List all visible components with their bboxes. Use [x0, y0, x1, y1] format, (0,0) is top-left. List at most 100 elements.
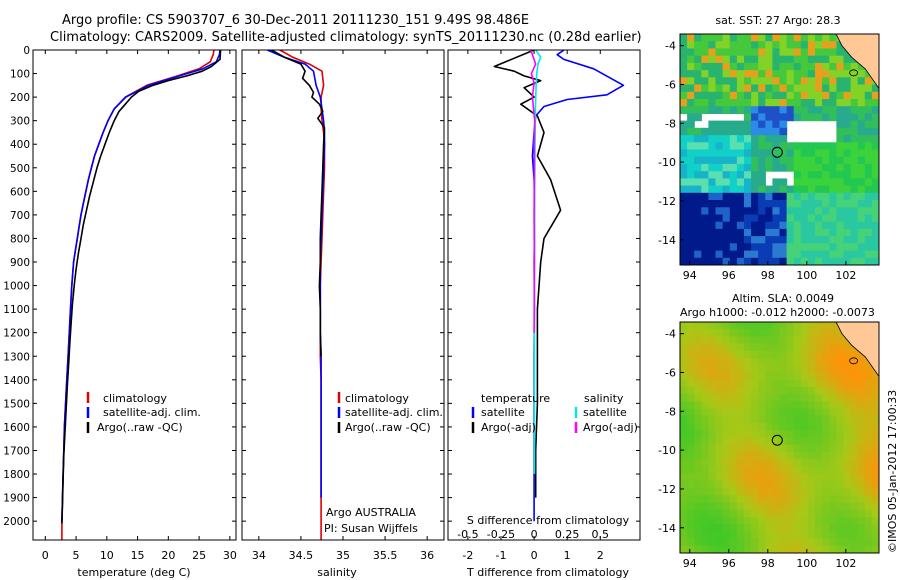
lat-tick-label: -4 [665, 328, 676, 341]
lon-tick-label: 96 [722, 269, 736, 282]
lon-tick-label: 98 [761, 557, 775, 570]
s-tick-label: -0.25 [487, 528, 515, 541]
depth-tick-label: 200 [10, 92, 30, 104]
lon-tick-label: 102 [835, 557, 856, 570]
s-tick-label: 0 [531, 528, 538, 541]
figure-title-line2: Climatology: CARS2009. Satellite-adjuste… [50, 30, 642, 45]
depth-tick-label: 300 [10, 116, 30, 128]
depth-tick-label: 1600 [3, 422, 30, 434]
lat-tick-label: -8 [665, 117, 676, 130]
s-tick-label: 0.25 [555, 528, 580, 541]
depth-tick-label: 600 [10, 186, 30, 198]
legend-argo-raw: Argo(..raw -QC) [97, 421, 183, 434]
lon-tick-label: 94 [683, 269, 697, 282]
x-tick-label: 15 [131, 549, 145, 562]
argo-position-marker [771, 434, 783, 446]
x-tick-label: 2 [597, 549, 604, 562]
lon-tick-label: 96 [722, 557, 736, 570]
series-line-1-2 [271, 50, 326, 357]
s-tick-label: 0.5 [592, 528, 610, 541]
x-tick-label: 10 [100, 549, 114, 562]
salinity-legend: climatology satellite-adj. clim. Argo(..… [337, 392, 443, 434]
depth-tick-label: 1800 [3, 469, 30, 481]
island-contour [849, 69, 859, 77]
depth-tick-label: 1900 [3, 493, 30, 505]
x-tick-label: 0 [42, 549, 49, 562]
difference-legend: temperature salinity satellite Argo(-adj… [471, 392, 638, 434]
depth-tick-label: 800 [10, 233, 30, 245]
sla-map-title: Altim. SLA: 0.0049 [732, 292, 834, 305]
lat-tick-label: -10 [658, 444, 676, 457]
x-tick-label: 0 [531, 549, 538, 562]
series-line-1-0 [279, 50, 326, 540]
s-tick-label: -0.5 [457, 528, 478, 541]
legend-t-argo: Argo(-adj) [481, 421, 536, 434]
lat-tick-label: -12 [658, 483, 676, 496]
lat-tick-label: -10 [658, 156, 676, 169]
x-tick-label: 35.5 [373, 549, 398, 562]
temperature-panel: 0100200300400500600700800900100011001200… [3, 45, 237, 579]
series-line-2-3 [530, 50, 537, 333]
depth-tick-label: 0 [23, 45, 30, 57]
lat-tick-label: -6 [665, 78, 676, 91]
lat-tick-label: -14 [658, 234, 676, 247]
land-mass [835, 34, 879, 90]
lat-tick-label: -14 [658, 522, 676, 535]
series-line-1-1 [266, 50, 326, 498]
depth-tick-label: 1700 [3, 445, 30, 457]
depth-tick-label: 1000 [3, 281, 30, 293]
sla-map-subtitle: Argo h1000: -0.012 h2000: -0.0073 [680, 306, 875, 319]
argo-pi: PI: Susan Wijffels [324, 522, 418, 535]
s-difference-label: S difference from climatology [467, 514, 630, 527]
depth-tick-label: 1400 [3, 375, 30, 387]
legend-t-satellite: satellite [481, 406, 525, 419]
x-tick-label: 34 [252, 549, 266, 562]
x-tick-label: 35 [336, 549, 350, 562]
legend-s-argo: Argo(-adj) [583, 421, 638, 434]
x-tick-label: 34.5 [289, 549, 314, 562]
sst-map: sat. SST: 27 Argo: 28.3 94 96 98 100 102 -4 -6… [658, 14, 880, 282]
argo-position-marker [771, 146, 783, 158]
lat-tick-label: -6 [665, 366, 676, 379]
sst-map-title: sat. SST: 27 Argo: 28.3 [715, 14, 840, 27]
x-tick-label: 36 [420, 549, 434, 562]
series-line-0-1 [61, 50, 221, 522]
x-tick-label: 30 [223, 549, 237, 562]
x-tick-label: 1 [564, 549, 571, 562]
depth-tick-label: 1500 [3, 398, 30, 410]
depth-tick-label: 1300 [3, 351, 30, 363]
x-tick-label: -1 [495, 549, 506, 562]
lat-tick-label: -12 [658, 195, 676, 208]
lon-tick-label: 102 [835, 269, 856, 282]
depth-tick-label: 400 [10, 139, 30, 151]
lat-tick-label: -4 [665, 40, 676, 53]
legend-climatology: climatology [345, 392, 409, 405]
x-tick-label: 5 [73, 549, 80, 562]
depth-tick-label: 2000 [3, 516, 30, 528]
series-line-0-0 [61, 50, 215, 540]
legend-satellite-adj: satellite-adj. clim. [103, 406, 201, 419]
t-difference-label: T difference from climatology [466, 566, 629, 579]
difference-panel: -2 -1 0 1 2 -0.5 -0.25 0 0.25 0.5 S difference fr… [447, 49, 641, 579]
legend-salinity-title: salinity [584, 392, 624, 405]
temperature-xlabel: temperature (deg C) [77, 566, 190, 579]
legend-argo-raw: Argo(..raw -QC) [345, 421, 431, 434]
legend-climatology: climatology [103, 392, 167, 405]
lon-tick-label: 100 [796, 557, 817, 570]
land-mass [835, 322, 879, 378]
salinity-panel: 34 34.5 35 35.5 36 salinity climatology sate… [241, 49, 445, 579]
lon-tick-label: 94 [683, 557, 697, 570]
depth-tick-label: 1200 [3, 328, 30, 340]
depth-tick-label: 900 [10, 257, 30, 269]
legend-temperature-title: temperature [481, 392, 550, 405]
legend-s-satellite: satellite [583, 406, 627, 419]
series-line-0-2 [61, 50, 222, 524]
lat-tick-label: -8 [665, 405, 676, 418]
x-tick-label: -2 [462, 549, 473, 562]
temperature-legend: climatology satellite-adj. clim. Argo(..… [86, 392, 201, 434]
lon-tick-label: 98 [761, 269, 775, 282]
imos-watermark: ©IMOS 05-Jan-2012 17:00:33 [886, 390, 899, 553]
depth-tick-label: 700 [10, 210, 30, 222]
sla-map: Altim. SLA: 0.0049 Argo h1000: -0.012 h2… [658, 292, 880, 570]
